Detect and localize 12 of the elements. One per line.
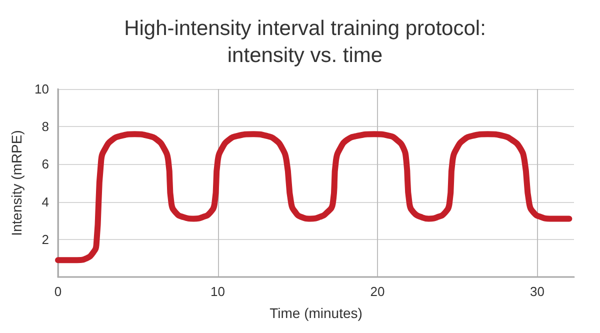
- y-tick-label: 2: [42, 232, 49, 247]
- x-axis-title: Time (minutes): [270, 305, 362, 321]
- x-tick-label: 0: [54, 284, 62, 299]
- y-tick-label: 6: [42, 156, 49, 172]
- chart-title: High-intensity interval training protocol: intensity vs. time: [124, 17, 486, 67]
- x-tick-label: 30: [530, 284, 544, 299]
- x-tick-label: 10: [210, 284, 225, 299]
- y-axis-title: Intensity (mRPE): [8, 130, 25, 236]
- y-tick-label: 4: [42, 194, 49, 210]
- y-tick-label: 8: [42, 119, 49, 134]
- y-tick-label: 10: [34, 82, 49, 96]
- x-tick-label: 20: [370, 284, 385, 299]
